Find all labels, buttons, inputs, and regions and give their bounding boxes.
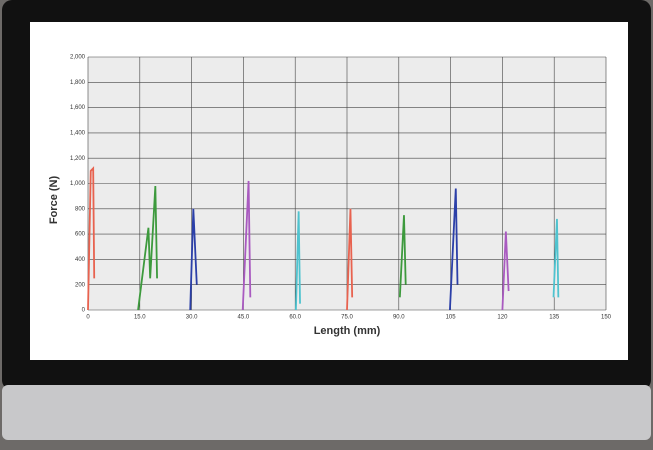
force-curve	[294, 211, 301, 311]
x-tick-label: 105	[446, 315, 457, 321]
x-tick-label: 45.0	[238, 315, 250, 321]
force-curve	[449, 188, 459, 311]
force-curve	[398, 215, 407, 298]
force-curve	[241, 180, 252, 311]
y-axis-label: Force (N)	[48, 176, 60, 225]
x-tick-label: 60.0	[289, 315, 301, 321]
y-tick-label: 2,000	[70, 55, 86, 61]
x-axis-label: Length (mm)	[314, 325, 381, 337]
x-tick-label: 120	[497, 315, 508, 321]
x-tick-label: 30.0	[186, 315, 198, 321]
y-tick-label: 600	[75, 232, 86, 238]
x-tick-label: 75.0	[341, 315, 353, 321]
y-tick-label: 400	[75, 257, 86, 263]
force-curve	[189, 208, 198, 311]
y-tick-label: 1,600	[70, 105, 86, 111]
x-tick-label: 0	[86, 315, 90, 321]
force-curve	[552, 218, 560, 298]
x-tick-label: 15.0	[134, 315, 146, 321]
force-curve	[137, 185, 158, 311]
y-tick-label: 1,200	[70, 156, 86, 162]
y-tick-label: 1,000	[70, 181, 86, 187]
x-tick-label: 150	[601, 315, 612, 321]
y-tick-label: 1,400	[70, 130, 86, 136]
force-curve	[501, 231, 510, 311]
chin	[2, 385, 651, 440]
x-tick-label: 90.0	[393, 315, 405, 321]
y-tick-label: 0	[82, 308, 86, 314]
force-curve	[346, 208, 354, 311]
y-tick-label: 800	[75, 206, 86, 212]
x-tick-label: 135	[549, 315, 560, 321]
y-tick-label: 1,800	[70, 80, 86, 86]
force-curve	[87, 166, 96, 311]
y-tick-label: 200	[75, 282, 86, 288]
